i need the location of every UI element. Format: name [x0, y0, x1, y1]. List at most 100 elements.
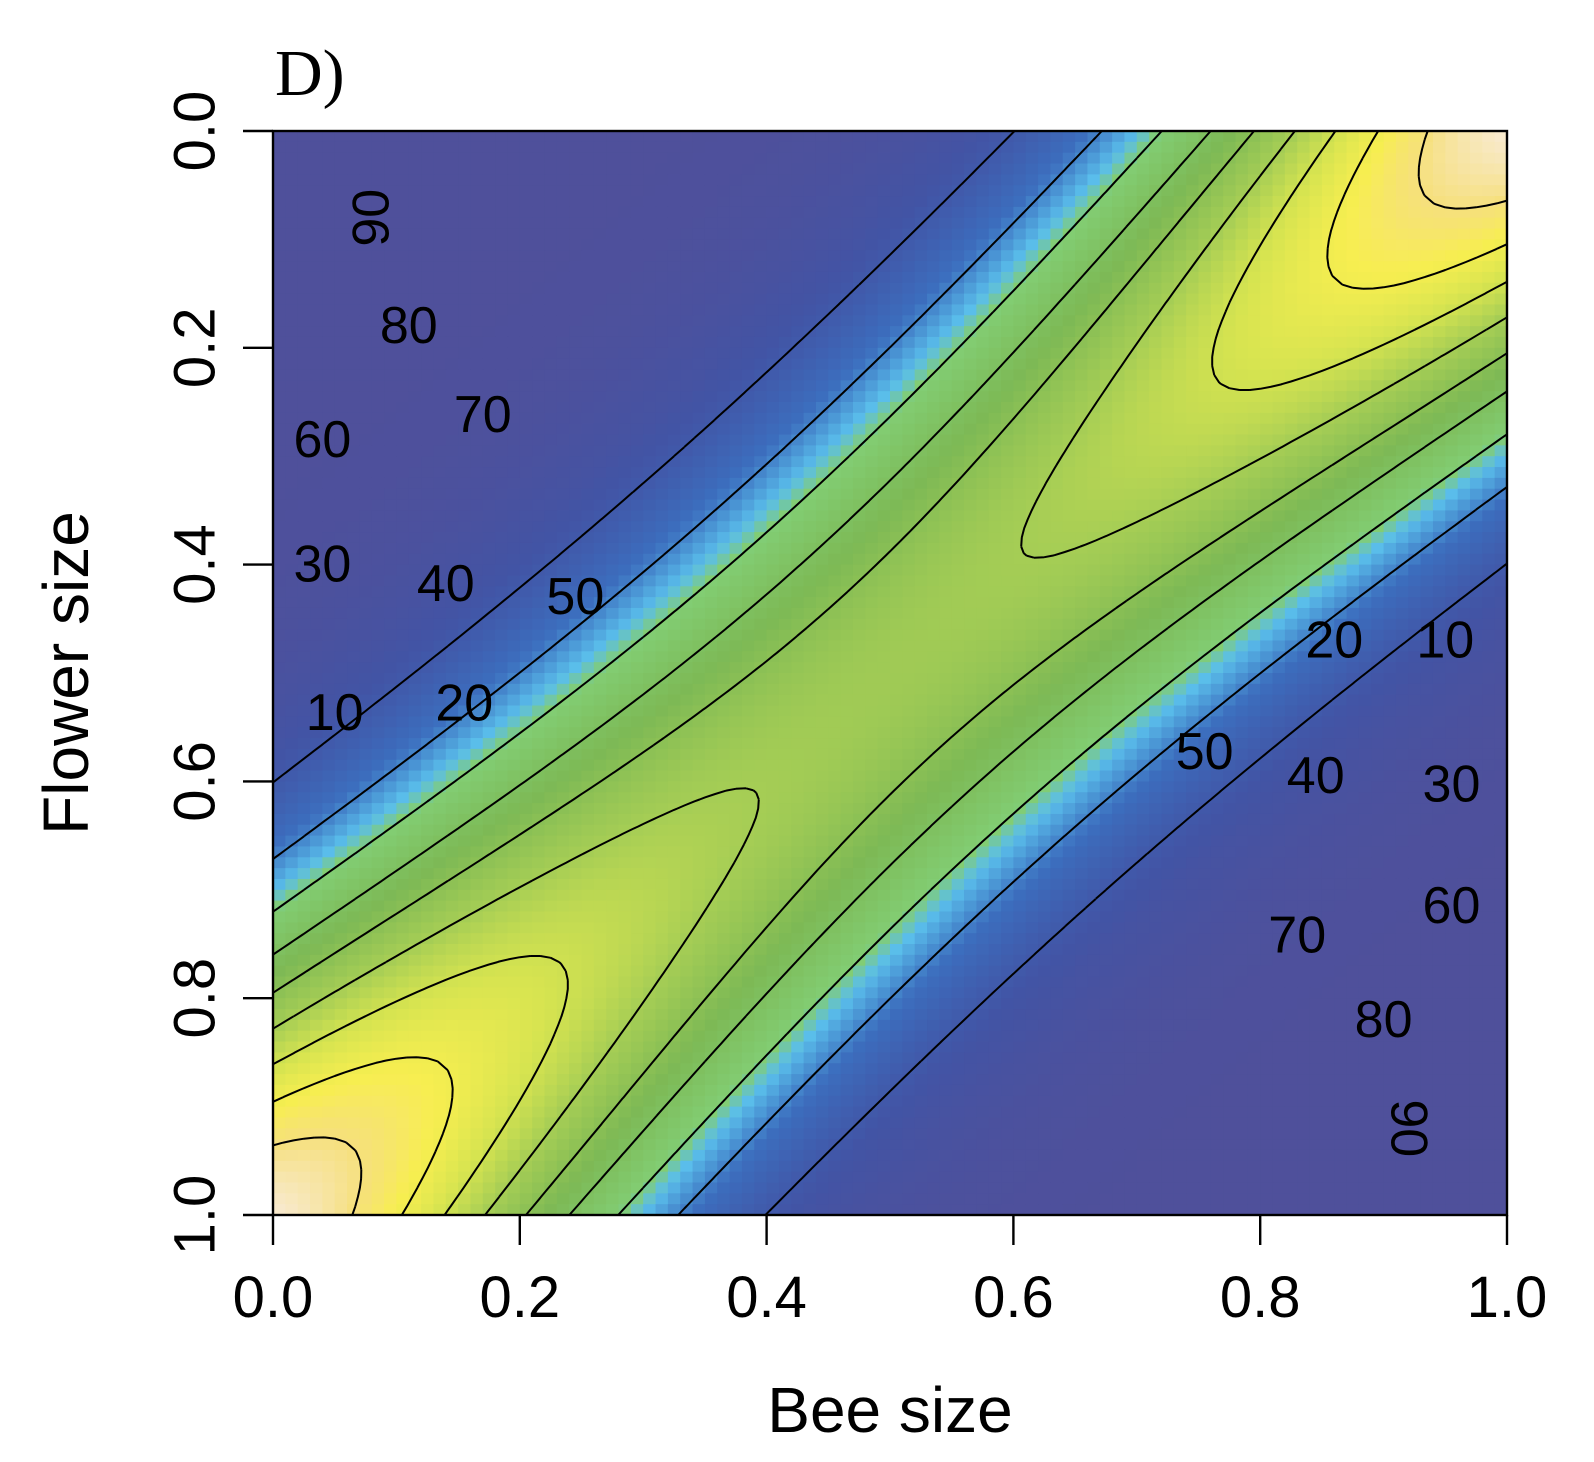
heatmap-cell	[704, 141, 718, 154]
heatmap-cell	[433, 228, 447, 240]
heatmap-cell	[495, 423, 509, 436]
heatmap-cell	[1124, 575, 1138, 587]
heatmap-cell	[322, 553, 336, 566]
heatmap-cell	[704, 662, 718, 674]
heatmap-cell	[593, 391, 607, 403]
heatmap-cell	[1050, 217, 1064, 230]
heatmap-cell	[1395, 152, 1409, 165]
heatmap-cell	[1420, 228, 1434, 240]
heatmap-cell	[421, 575, 435, 587]
heatmap-cell	[384, 196, 397, 208]
heatmap-cell	[655, 629, 669, 642]
heatmap-cell	[310, 402, 323, 414]
heatmap-cell	[384, 380, 397, 392]
heatmap-cell	[384, 532, 397, 544]
heatmap-cell	[1321, 640, 1335, 652]
heatmap-cell	[408, 326, 422, 338]
heatmap-cell	[630, 477, 644, 490]
heatmap-cell	[667, 488, 681, 501]
heatmap-cell	[1223, 380, 1237, 392]
heatmap-cell	[1420, 499, 1434, 511]
heatmap-cell	[692, 597, 706, 609]
heatmap-cell	[1482, 250, 1496, 262]
heatmap-cell	[964, 510, 977, 522]
heatmap-cell	[1075, 217, 1089, 230]
heatmap-cell	[569, 131, 583, 143]
heatmap-cell	[1260, 271, 1274, 284]
heatmap-cell	[914, 434, 928, 446]
heatmap-cell	[1272, 445, 1286, 457]
heatmap-cell	[495, 564, 509, 577]
heatmap-cell	[828, 564, 842, 577]
heatmap-cell	[1457, 293, 1471, 306]
heatmap-cell	[815, 304, 829, 316]
heatmap-cell	[1297, 521, 1311, 533]
heatmap-cell	[285, 629, 299, 642]
heatmap-cell	[692, 131, 706, 143]
heatmap-cell	[445, 542, 459, 555]
heatmap-cell	[1371, 575, 1385, 587]
heatmap-cell	[396, 196, 410, 208]
heatmap-cell	[1432, 575, 1446, 587]
heatmap-cell	[717, 174, 731, 186]
heatmap-cell	[433, 402, 447, 414]
heatmap-cell	[569, 304, 583, 316]
heatmap-cell	[877, 607, 891, 620]
heatmap-cell	[840, 607, 854, 620]
heatmap-cell	[495, 456, 509, 468]
heatmap-cell	[1346, 532, 1360, 544]
heatmap-cell	[741, 228, 755, 240]
heatmap-cell	[1494, 510, 1508, 522]
heatmap-cell	[1432, 402, 1446, 414]
heatmap-cell	[1457, 542, 1471, 555]
heatmap-cell	[458, 336, 472, 349]
heatmap-cell	[1013, 239, 1027, 251]
heatmap-cell	[828, 651, 842, 663]
heatmap-cell	[421, 629, 435, 642]
heatmap-cell	[852, 250, 866, 262]
heatmap-cell	[939, 358, 953, 371]
heatmap-cell	[1223, 326, 1237, 338]
heatmap-cell	[544, 261, 558, 273]
heatmap-cell	[310, 412, 323, 425]
heatmap-cell	[1050, 597, 1064, 609]
heatmap-cell	[778, 564, 792, 577]
heatmap-cell	[569, 618, 583, 631]
heatmap-cell	[1309, 196, 1323, 208]
heatmap-cell	[1235, 391, 1249, 403]
heatmap-cell	[717, 293, 731, 306]
heatmap-cell	[680, 380, 694, 392]
heatmap-cell	[1297, 467, 1311, 479]
heatmap-cell	[1395, 607, 1409, 620]
heatmap-cell	[1050, 651, 1064, 663]
heatmap-cell	[655, 575, 669, 587]
heatmap-cell	[1099, 326, 1113, 338]
heatmap-cell	[643, 347, 657, 360]
heatmap-cell	[1223, 597, 1237, 609]
heatmap-cell	[902, 369, 916, 381]
heatmap-cell	[803, 445, 817, 457]
heatmap-cell	[890, 618, 903, 631]
heatmap-cell	[495, 488, 509, 501]
heatmap-cell	[877, 434, 891, 446]
heatmap-cell	[1309, 315, 1323, 327]
heatmap-cell	[593, 250, 607, 262]
heatmap-cell	[1198, 553, 1212, 566]
heatmap-cell	[1297, 163, 1311, 175]
heatmap-cell	[890, 607, 903, 620]
heatmap-cell	[729, 391, 743, 403]
heatmap-cell	[1469, 532, 1483, 544]
heatmap-cell	[519, 607, 533, 620]
heatmap-cell	[396, 499, 410, 511]
heatmap-cell	[507, 250, 521, 262]
heatmap-cell	[1408, 347, 1422, 360]
heatmap-cell	[988, 488, 1002, 501]
heatmap-cell	[347, 521, 360, 533]
heatmap-cell	[347, 152, 360, 165]
heatmap-cell	[1408, 467, 1422, 479]
heatmap-cell	[618, 575, 632, 587]
heatmap-cell	[1186, 347, 1200, 360]
heatmap-cell	[359, 640, 373, 652]
heatmap-cell	[1260, 477, 1274, 490]
heatmap-cell	[988, 315, 1002, 327]
